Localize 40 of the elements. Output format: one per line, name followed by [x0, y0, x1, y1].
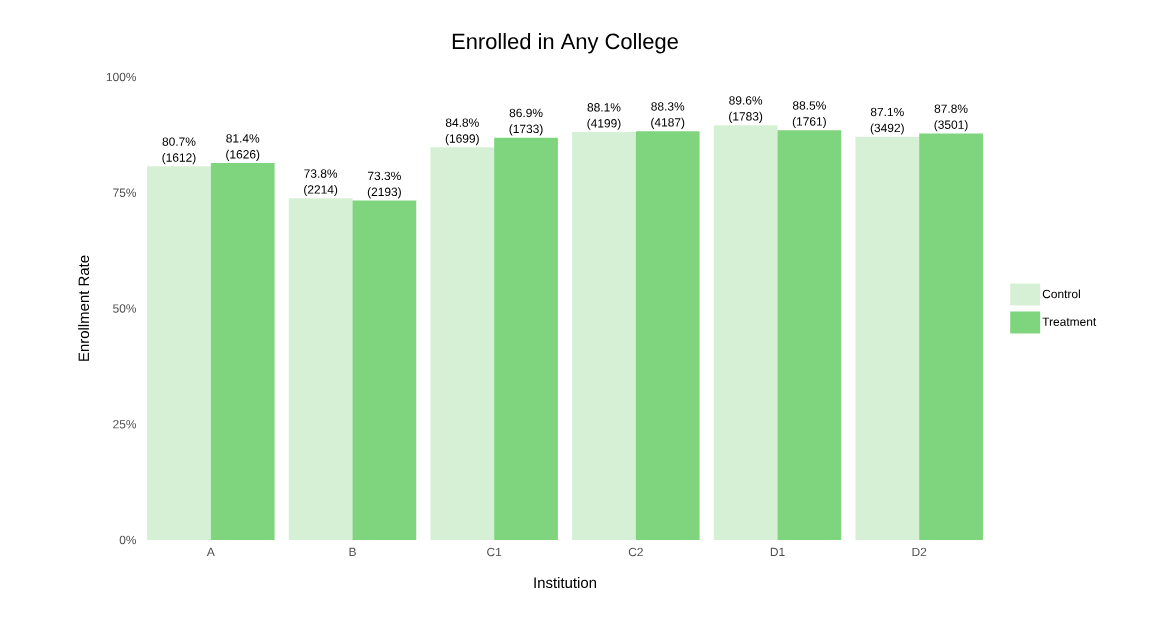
y-tick-label: 25%: [113, 420, 137, 429]
x-tick-label: C2: [628, 547, 643, 557]
bar: [147, 166, 211, 540]
y-tick-label: 75%: [113, 188, 137, 197]
data-label: 81.4% (1626): [226, 134, 260, 161]
data-label: 73.8% (2214): [304, 169, 338, 197]
y-tick-label: 50%: [113, 304, 137, 313]
x-tick-label: D1: [770, 547, 785, 556]
data-label: 80.7% (1612): [162, 137, 196, 165]
x-axis-title: Institution: [534, 577, 597, 589]
bar: [494, 137, 558, 540]
bar: [288, 198, 353, 540]
data-label: 87.1% (3492): [870, 107, 904, 135]
legend-label: Control: [1042, 289, 1080, 299]
x-tick-label: A: [206, 547, 215, 556]
bar: [210, 163, 275, 540]
chart-title: Enrolled in Any College: [452, 33, 678, 54]
legend-label: Treatment: [1042, 317, 1097, 326]
data-label: 86.9% (1733): [509, 108, 543, 136]
bar: [713, 125, 778, 540]
data-label: 73.3% (2193): [367, 171, 401, 199]
data-label: 87.8% (3501): [934, 104, 968, 132]
bar: [430, 147, 495, 540]
y-tick-label: 100%: [106, 72, 137, 82]
bar: [635, 131, 700, 540]
data-label: 88.3% (4187): [651, 102, 685, 129]
bar: [855, 136, 920, 540]
bar: [572, 132, 636, 540]
data-label: 88.1% (4199): [587, 103, 621, 130]
y-axis-title: Enrollment Rate: [78, 255, 90, 361]
x-tick-label: D2: [912, 547, 927, 557]
data-label: 88.5% (1761): [792, 101, 826, 129]
y-tick-label: 0%: [119, 535, 137, 545]
x-tick-label: C1: [487, 547, 502, 557]
x-tick-label: B: [349, 547, 356, 556]
bar: [777, 130, 842, 540]
data-label: 89.6% (1783): [729, 96, 763, 123]
bar: [352, 200, 417, 540]
data-label: 84.8% (1699): [445, 118, 479, 146]
bar: [919, 133, 983, 540]
